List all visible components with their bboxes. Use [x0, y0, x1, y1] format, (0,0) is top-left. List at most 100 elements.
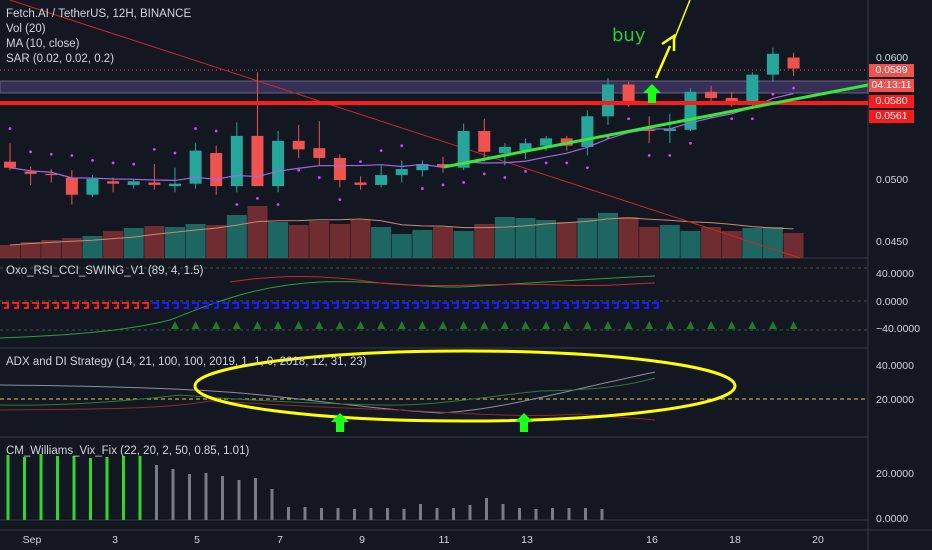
oxo-triangle-marker — [542, 321, 551, 329]
candle-body — [86, 178, 99, 195]
oxo-blue-swing-mark — [312, 302, 319, 309]
candle-body — [498, 146, 511, 154]
volume-bar — [556, 222, 577, 258]
sar-dot — [214, 129, 218, 133]
vix-bar — [485, 498, 488, 520]
candle-body — [65, 177, 78, 195]
oxo-triangle-marker — [315, 321, 324, 329]
resistance-low-price-tag: 0.0561 — [869, 110, 914, 123]
time-tick: 7 — [277, 534, 283, 546]
oxo-blue-swing-mark — [572, 302, 579, 309]
annotation-drawings[interactable] — [0, 0, 869, 432]
oxo-red-swing-mark — [122, 302, 129, 309]
volume-bar — [61, 238, 82, 258]
oxo-blue-swing-mark — [212, 302, 219, 309]
candle-body — [375, 175, 388, 185]
volume-bar — [82, 236, 103, 258]
oxo-red-swing-mark — [82, 302, 89, 309]
trend-drawings[interactable] — [0, 0, 869, 259]
oxo-blue-swing-mark — [452, 302, 459, 309]
sar-dot — [338, 198, 342, 202]
volume-bar — [268, 222, 289, 258]
volume-bar — [20, 242, 41, 258]
sar-dot — [524, 170, 527, 173]
adx-line — [0, 371, 656, 414]
adx-highlight-ellipse — [193, 349, 737, 423]
vix-bar — [138, 456, 142, 520]
volume-bar — [103, 231, 124, 258]
vix-bar — [6, 455, 10, 520]
volume-bars — [0, 206, 804, 258]
vix-bar — [435, 508, 439, 520]
indicator-label-ma[interactable]: MA (10, close) — [6, 38, 80, 50]
oxo-triangle-marker — [500, 321, 509, 329]
sar-dot — [750, 117, 754, 121]
candle-body — [746, 74, 759, 103]
pane-title-adx[interactable]: ADX and DI Strategy (14, 21, 100, 100, 2… — [6, 356, 367, 368]
volume-bar — [515, 218, 536, 258]
pane-title-oxo[interactable]: Oxo_RSI_CCI_SWING_V1 (89, 4, 1.5) — [6, 265, 204, 277]
oxo-triangle-marker — [397, 321, 406, 329]
oxo-blue-swing-mark — [262, 302, 269, 309]
oxo-triangle-marker — [562, 321, 571, 329]
pane-title-vix[interactable]: CM_Williams_Vix_Fix (22, 20, 2, 50, 0.85… — [6, 445, 250, 457]
volume-bar — [721, 231, 742, 258]
sar-dot — [565, 161, 569, 165]
oxo-triangle-marker — [294, 321, 303, 329]
sar-dot — [627, 117, 630, 121]
candle-body — [24, 171, 37, 174]
vix-tick: 20.0000 — [876, 468, 914, 480]
oxo-blue-swing-mark — [382, 302, 389, 309]
candle-body — [478, 131, 491, 152]
time-tick: 9 — [359, 534, 365, 546]
oxo-blue-swing-mark — [162, 302, 169, 309]
oxo-red-swing-mark — [92, 302, 99, 309]
volume-bar — [247, 206, 268, 258]
vix-bar — [386, 508, 389, 520]
oxo-green-line — [0, 275, 656, 339]
time-tick: 13 — [521, 534, 533, 546]
vix-bar — [188, 474, 191, 520]
vix-bar — [171, 469, 175, 520]
vix-bar — [56, 456, 59, 520]
volume-bar — [577, 218, 598, 258]
vix-bar — [320, 508, 323, 520]
oxo-blue-swing-mark — [362, 302, 369, 309]
indicator-label-volume[interactable]: Vol (20) — [6, 23, 46, 35]
buy-annotation[interactable]: buy — [612, 25, 646, 46]
last-price-tag: 0.0589 — [869, 64, 914, 77]
vix-tick: 0.0000 — [876, 513, 909, 525]
volume-bar — [164, 227, 185, 258]
vix-bar — [501, 504, 505, 520]
vix-bar — [518, 508, 521, 520]
vix-bar — [600, 509, 604, 520]
sar-dot — [152, 147, 156, 151]
volume-bar — [206, 225, 227, 258]
oxo-red-swing-mark — [22, 302, 29, 309]
volume-ma-line — [9, 217, 794, 246]
oxo-triangle-marker — [727, 321, 736, 329]
oxo-red-swing-mark — [52, 302, 59, 309]
oxo-triangle-marker — [191, 321, 200, 329]
oxo-triangle-marker — [356, 321, 365, 329]
vix-bar — [89, 458, 92, 520]
vix-bar — [567, 508, 571, 520]
oxo-blue-swing-mark — [372, 302, 379, 309]
symbol-title[interactable]: Fetch.AI / TetherUS, 12H, BINANCE — [6, 8, 192, 20]
candle-body — [705, 91, 718, 98]
sar-dot — [462, 181, 466, 184]
volume-bar — [391, 234, 412, 258]
sar-dot — [276, 203, 280, 206]
sar-dot — [647, 154, 651, 157]
oxo-blue-swing-mark — [502, 302, 509, 309]
vix-bar — [23, 457, 26, 520]
price-tick: 0.0600 — [876, 52, 909, 64]
indicator-label-sar[interactable]: SAR (0.02, 0.02, 0.2) — [6, 53, 115, 65]
sar-dot — [111, 161, 115, 165]
volume-bar — [783, 233, 804, 258]
oxo-blue-swing-mark — [472, 302, 479, 309]
candle-body — [333, 157, 346, 180]
oxo-triangle-marker — [253, 321, 262, 329]
